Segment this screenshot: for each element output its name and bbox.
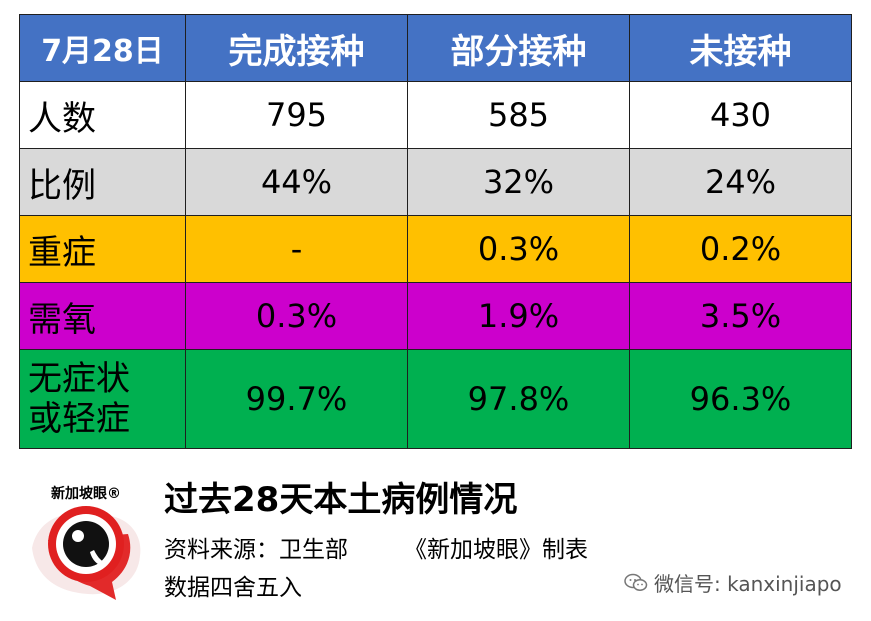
table-cell: 44%	[185, 148, 408, 216]
table-cell: 99.7%	[185, 349, 408, 449]
wechat-text: 微信号: kanxinjiapo	[654, 572, 842, 596]
rounding-note: 数据四舍五入	[164, 575, 302, 601]
table-cell: 96.3%	[629, 349, 852, 449]
row-label-line2: 或轻症	[28, 399, 130, 439]
table-cell: 1.9%	[407, 282, 630, 350]
table-cell: 0.3%	[185, 282, 408, 350]
stats-table: 7月28日 完成接种 部分接种 未接种 人数 795 585 430 比例 44…	[19, 14, 852, 449]
wechat-icon	[624, 573, 648, 591]
row-label: 重症	[19, 215, 186, 283]
header-date: 7月28日	[19, 14, 186, 82]
table-cell: 0.3%	[407, 215, 630, 283]
row-label: 人数	[19, 81, 186, 149]
table-header-row: 7月28日 完成接种 部分接种 未接种	[19, 14, 852, 82]
table-cell: 97.8%	[407, 349, 630, 449]
row-label: 需氧	[19, 282, 186, 350]
logo-text: 新加坡眼®	[51, 485, 121, 502]
header-fully-vaccinated: 完成接种	[185, 14, 408, 82]
row-label-line1: 无症状	[28, 359, 130, 399]
table-cell: 795	[185, 81, 408, 149]
row-label: 比例	[19, 148, 186, 216]
table-cell: 430	[629, 81, 852, 149]
table-cell: 3.5%	[629, 282, 852, 350]
header-partially-vaccinated: 部分接种	[407, 14, 630, 82]
source-text: 资料来源：卫生部	[164, 537, 348, 563]
table-row-oxygen: 需氧 0.3% 1.9% 3.5%	[19, 282, 852, 350]
row-label: 无症状 或轻症	[19, 349, 186, 449]
maker-text: 《新加坡眼》制表	[404, 537, 588, 563]
table-cell: 24%	[629, 148, 852, 216]
table-row-ratio: 比例 44% 32% 24%	[19, 148, 852, 216]
table-cell: 585	[407, 81, 630, 149]
table-row-mild: 无症状 或轻症 99.7% 97.8% 96.3%	[19, 349, 852, 449]
page-title: 过去28天本土病例情况	[164, 480, 518, 520]
table-row-severe: 重症 - 0.3% 0.2%	[19, 215, 852, 283]
table-row-count: 人数 795 585 430	[19, 81, 852, 149]
table-cell: -	[185, 215, 408, 283]
header-unvaccinated: 未接种	[629, 14, 852, 82]
source-line: 资料来源：卫生部 《新加坡眼》制表	[164, 530, 588, 564]
table-cell: 32%	[407, 148, 630, 216]
eye-logo-icon: 新加坡眼®	[32, 485, 141, 600]
table-cell: 0.2%	[629, 215, 852, 283]
wechat-id: 微信号: kanxinjiapo	[624, 568, 842, 597]
